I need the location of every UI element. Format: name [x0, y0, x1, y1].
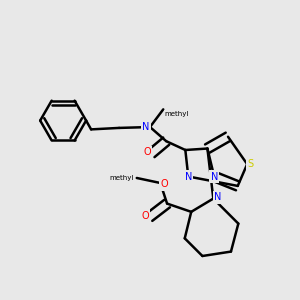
Text: N: N	[142, 122, 150, 132]
Text: S: S	[247, 159, 253, 169]
Text: N: N	[214, 192, 222, 203]
Text: N: N	[211, 172, 218, 182]
Text: O: O	[142, 211, 149, 221]
Text: O: O	[160, 179, 168, 190]
Text: methyl: methyl	[165, 111, 189, 117]
Text: O: O	[143, 147, 151, 157]
Text: N: N	[184, 172, 192, 182]
Text: methyl: methyl	[110, 175, 134, 181]
